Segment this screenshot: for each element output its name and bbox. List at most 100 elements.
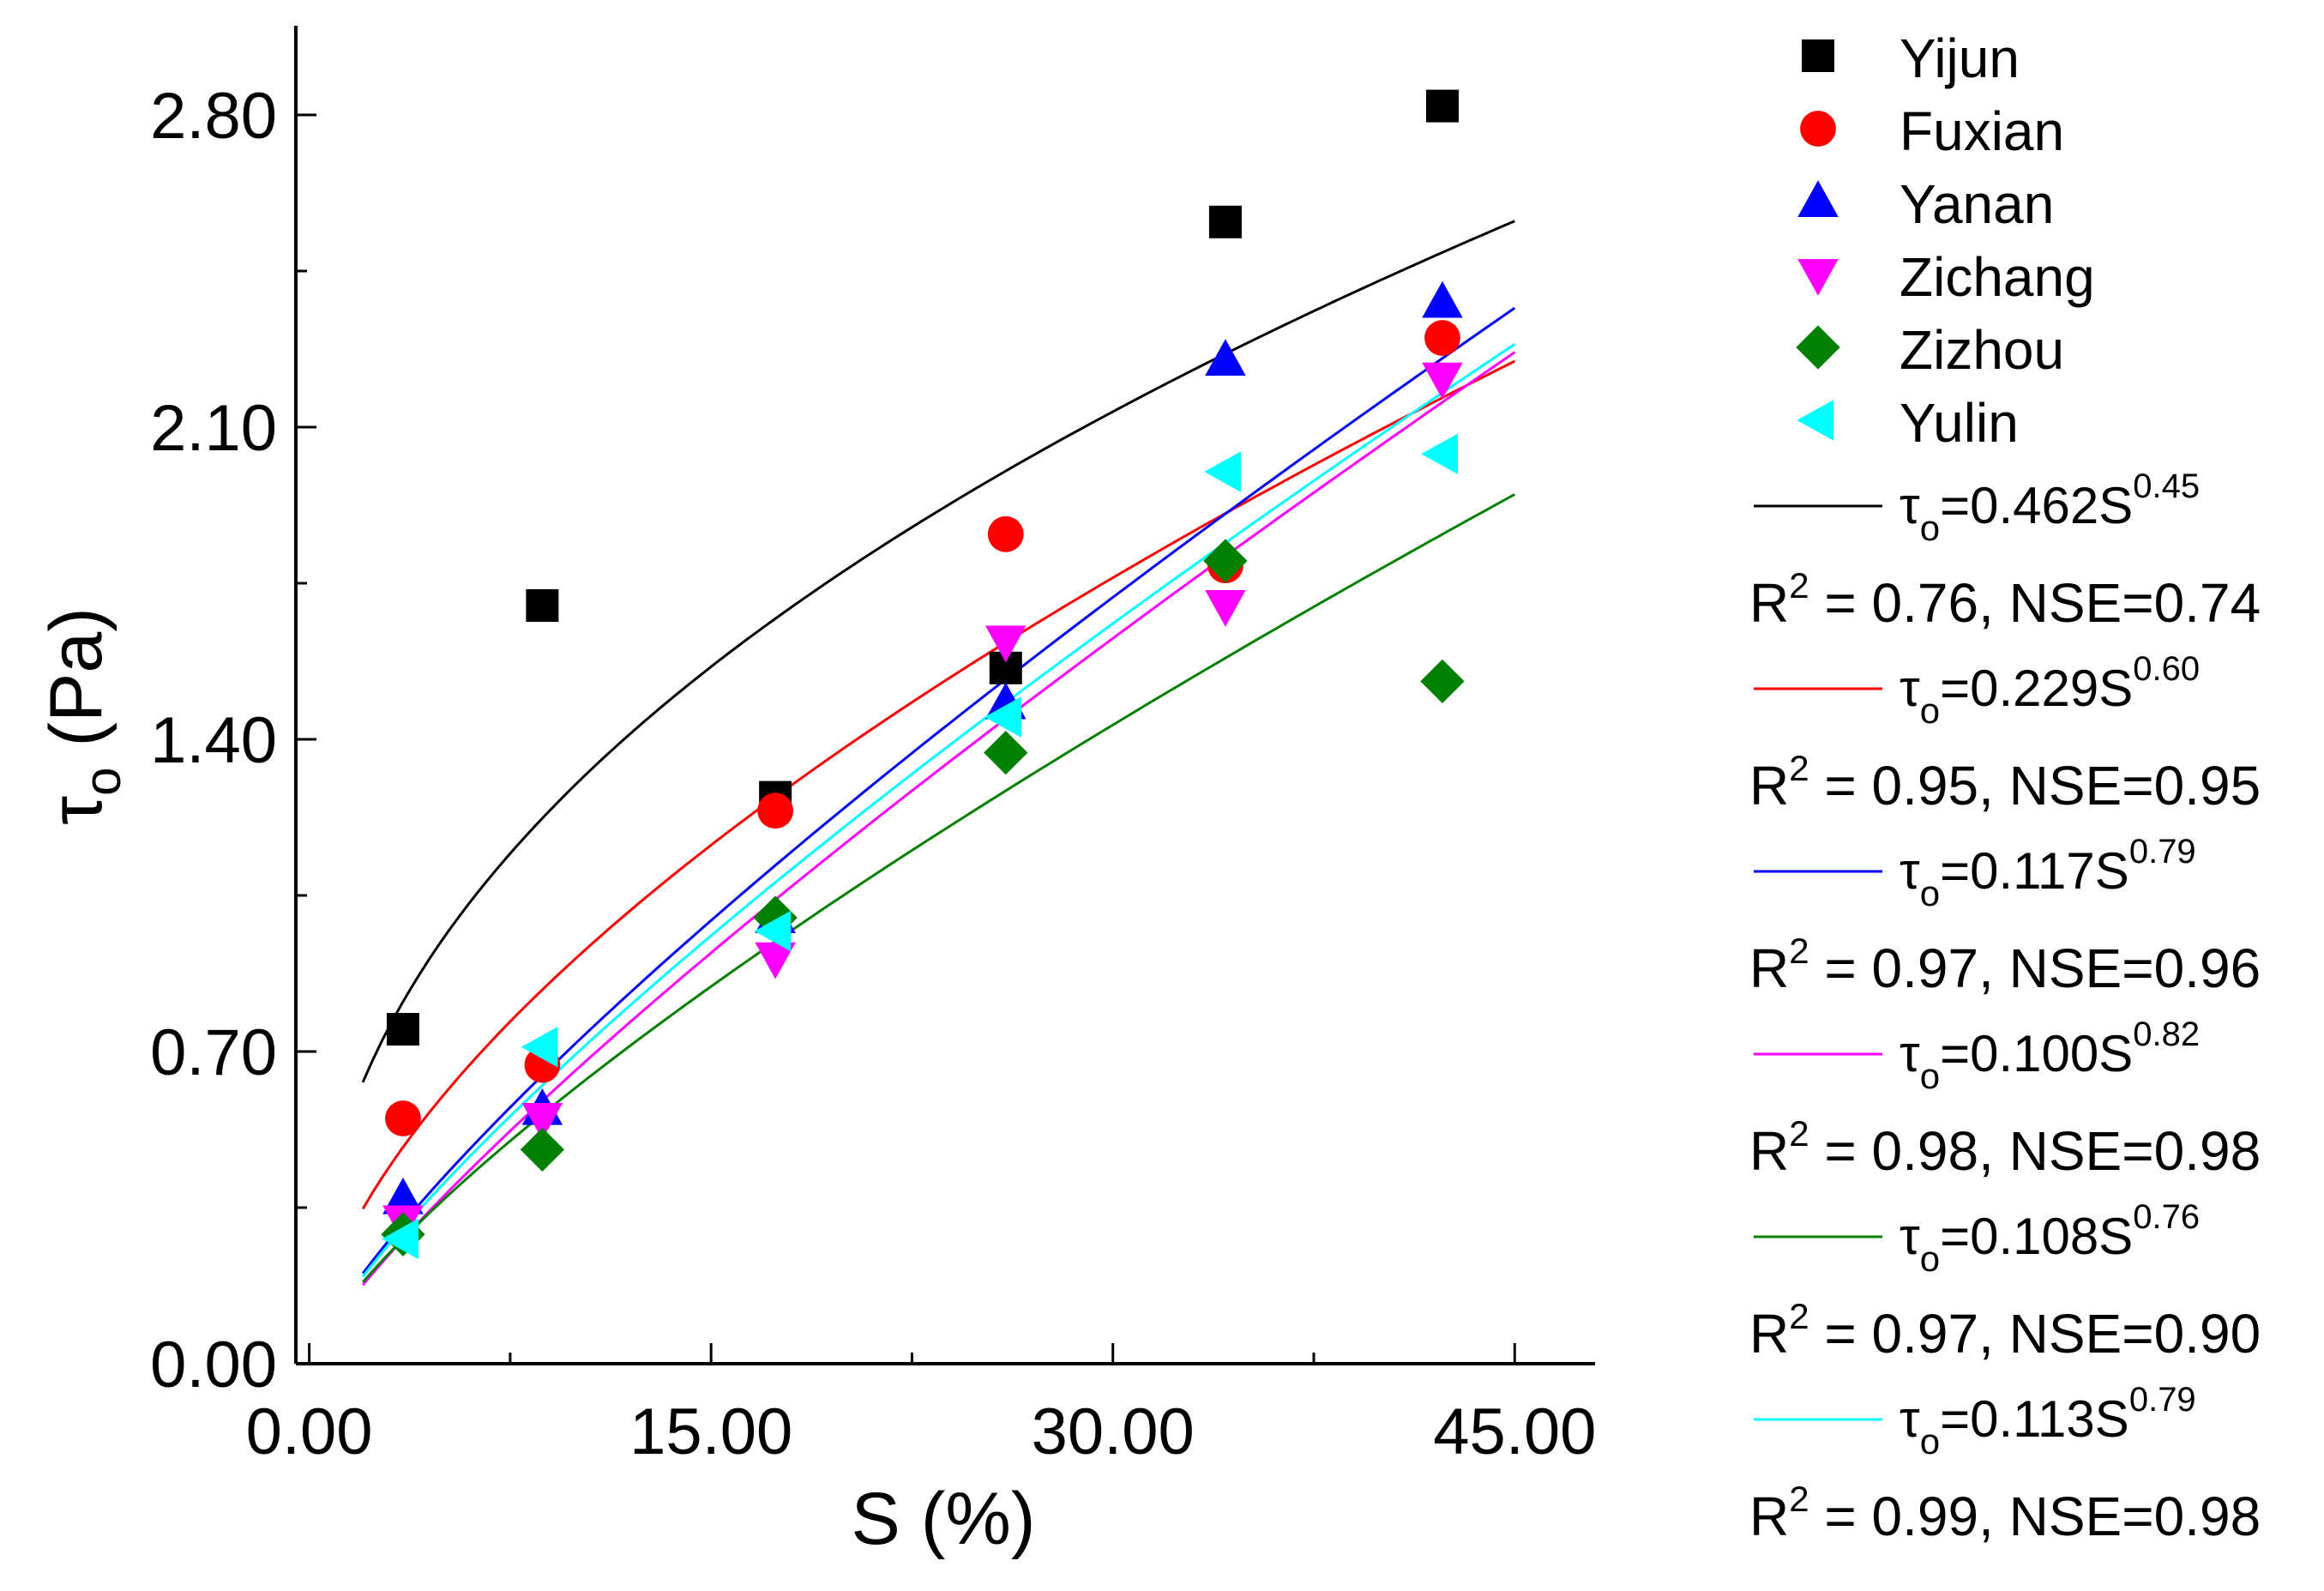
legend-fit-equation: τo=0.100S0.82 [1900, 1015, 2200, 1096]
legend-fit-stats: R2 = 0.97, NSE=0.90 [1749, 1296, 2261, 1365]
eq-sub: o [1920, 1238, 1940, 1279]
fit-curve [361, 306, 1516, 1275]
data-markers [381, 89, 1465, 1260]
marker-circle [385, 1100, 421, 1136]
eq-exp: 0.60 [2133, 650, 2200, 688]
eq-main: =0.113S [1940, 1390, 2129, 1448]
r2-rest: = 0.99, NSE=0.98 [1809, 1486, 2261, 1547]
x-tick-label: 0.00 [246, 1395, 373, 1468]
fit-curve [361, 359, 1515, 1210]
r2-sup: 2 [1789, 931, 1809, 971]
y-axis-title-sub: o [74, 768, 131, 796]
marker-diamond [520, 1127, 565, 1172]
y-tick-label: 0.70 [150, 1016, 277, 1089]
marker-triangle-down [1205, 589, 1246, 627]
marker-triangle-left [754, 910, 792, 952]
series-yijun [386, 89, 1459, 1046]
legend-fit-equation: τo=0.117S0.79 [1900, 833, 2196, 913]
r2-sup: 2 [1789, 748, 1809, 788]
eq-tau: τ [1900, 842, 1920, 900]
eq-exp: 0.82 [2133, 1015, 2200, 1053]
x-tick-label: 30.00 [1032, 1395, 1195, 1468]
eq-exp: 0.76 [2133, 1198, 2200, 1236]
eq-main: =0.229S [1940, 660, 2133, 717]
r2-r: R [1749, 755, 1789, 817]
eq-exp: 0.79 [2129, 833, 2196, 871]
eq-exp: 0.45 [2133, 467, 2200, 505]
marker-triangle-down [985, 625, 1027, 663]
legend-fit-stats: R2 = 0.76, NSE=0.74 [1749, 565, 2261, 634]
r2-r: R [1749, 1486, 1789, 1547]
r2-r: R [1749, 937, 1789, 999]
legend-fit-stats: R2 = 0.99, NSE=0.98 [1749, 1479, 2261, 1547]
r2-r: R [1749, 1120, 1789, 1182]
fit-curve [361, 220, 1515, 1083]
x-tick-label: 15.00 [629, 1395, 792, 1468]
y-axis-title-tau: τ [35, 796, 117, 825]
legend-label-fuxian: Fuxian [1900, 100, 2064, 162]
marker-square [1425, 89, 1459, 123]
eq-main: =0.117S [1940, 842, 2129, 900]
r2-sup: 2 [1789, 1296, 1809, 1336]
eq-tau: τ [1900, 660, 1920, 717]
legend-fit-equation: τo=0.113S0.79 [1900, 1381, 2196, 1461]
marker-diamond [984, 730, 1028, 775]
marker-triangle-left [1797, 400, 1834, 441]
marker-diamond [1796, 325, 1840, 370]
marker-circle [757, 792, 794, 829]
r2-sup: 2 [1789, 1113, 1809, 1154]
marker-triangle-left [521, 1027, 558, 1068]
r2-rest: = 0.97, NSE=0.90 [1809, 1303, 2261, 1365]
r2-r: R [1749, 572, 1789, 634]
legend-fit-equation: τo=0.229S0.60 [1900, 650, 2200, 731]
r2-rest: = 0.98, NSE=0.98 [1809, 1120, 2261, 1182]
eq-sub: o [1920, 690, 1940, 731]
marker-triangle-left [1204, 451, 1241, 492]
eq-tau: τ [1900, 477, 1920, 534]
marker-triangle-up [1422, 280, 1463, 318]
r2-sup: 2 [1789, 1479, 1809, 1519]
marker-square [526, 589, 559, 622]
marker-square [1802, 39, 1834, 72]
legend-label-zichang: Zichang [1900, 246, 2095, 308]
y-tick-label: 2.10 [150, 392, 277, 465]
marker-triangle-down [1422, 362, 1463, 400]
marker-triangle-down [755, 942, 796, 979]
eq-exp: 0.79 [2129, 1381, 2196, 1419]
series-fuxian [385, 320, 1460, 1136]
fit-curve [361, 351, 1516, 1287]
eq-sub: o [1920, 1056, 1940, 1096]
marker-circle [1424, 320, 1460, 356]
marker-triangle-up [382, 1177, 424, 1214]
r2-rest: = 0.76, NSE=0.74 [1809, 572, 2261, 634]
marker-triangle-left [984, 696, 1021, 738]
marker-circle [1800, 111, 1836, 147]
eq-tau: τ [1900, 1025, 1920, 1082]
legend-fit-stats: R2 = 0.98, NSE=0.98 [1749, 1113, 2261, 1182]
legend-fit-equation: τo=0.462S0.45 [1900, 467, 2200, 548]
eq-sub: o [1920, 873, 1940, 913]
eq-sub: o [1920, 1421, 1940, 1461]
r2-rest: = 0.97, NSE=0.96 [1809, 937, 2261, 999]
r2-r: R [1749, 1303, 1789, 1365]
series-zizhou [381, 539, 1465, 1257]
legend-fit-stats: R2 = 0.97, NSE=0.96 [1749, 931, 2261, 999]
x-axis-title: S (%) [852, 1478, 1036, 1560]
marker-diamond [1203, 539, 1248, 583]
y-tick-label: 0.00 [150, 1329, 277, 1401]
x-tick-label: 45.00 [1433, 1395, 1596, 1468]
marker-circle [987, 515, 1024, 552]
axis-labels: S (%) τo (Pa) [35, 607, 1036, 1560]
legend-fit-equation: τo=0.108S0.76 [1900, 1198, 2200, 1279]
legend-fit-stats: R2 = 0.95, NSE=0.95 [1749, 748, 2261, 817]
legend-label-yijun: Yijun [1900, 27, 2020, 89]
marker-square [1208, 205, 1242, 238]
y-tick-label: 2.80 [150, 80, 277, 153]
legend-label-zizhou: Zizhou [1900, 319, 2064, 381]
series-zichang [382, 362, 1463, 1243]
marker-diamond [1420, 659, 1465, 704]
y-axis-title-unit: (Pa) [35, 607, 117, 767]
eq-main: =0.100S [1940, 1025, 2133, 1082]
legend-label-yulin: Yulin [1900, 392, 2019, 454]
